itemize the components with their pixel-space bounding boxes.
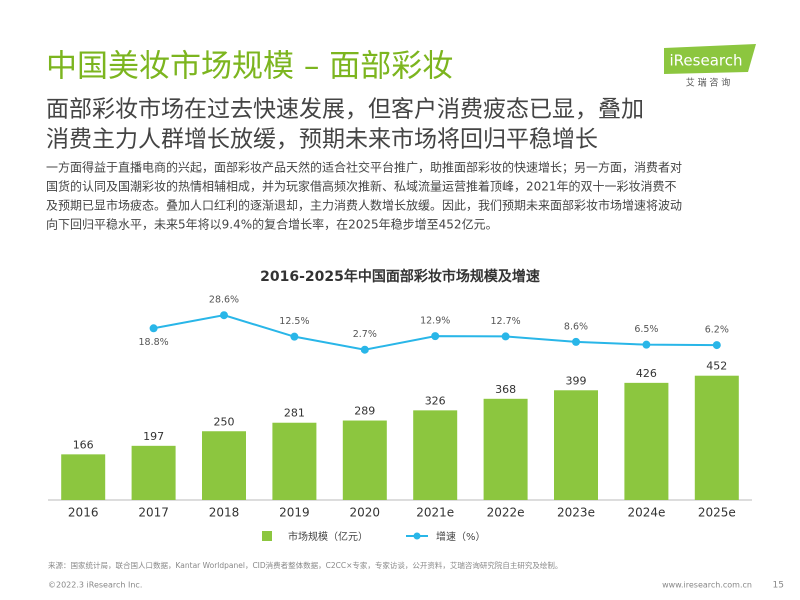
bar-label: 452 xyxy=(706,360,727,373)
growth-label: 8.6% xyxy=(564,321,588,332)
bar xyxy=(554,390,598,500)
subtitle-line: 面部彩妆市场在过去快速发展，但客户消费疲态已显，叠加 xyxy=(46,97,644,123)
bar-label: 399 xyxy=(566,374,587,387)
body-line: 及预期已显市场疲态。叠加人口红利的逐渐退却，主力消费人数增长放缓。因此，我们预期… xyxy=(46,198,682,213)
x-tick-label: 2017 xyxy=(138,506,169,520)
x-tick-label: 2025e xyxy=(698,506,736,520)
bar xyxy=(61,454,106,500)
body-line: 一方面得益于直播电商的兴起，面部彩妆产品天然的适合社交平台推广，助推面部彩妆的快… xyxy=(46,160,682,175)
growth-point xyxy=(431,332,440,341)
bar xyxy=(131,445,176,500)
subtitle-line: 消费主力人群增长放缓，预期未来市场将回归平稳增长 xyxy=(46,127,598,153)
slide-title: 中国美妆市场规模 – 面部彩妆 xyxy=(46,49,453,85)
x-tick-label: 2018 xyxy=(209,506,240,520)
bar xyxy=(624,382,669,500)
growth-label: 18.8% xyxy=(139,337,169,348)
bar-label: 368 xyxy=(495,383,516,396)
legend-swatch xyxy=(262,531,272,541)
legend-dot xyxy=(413,532,421,540)
bar xyxy=(694,375,739,500)
bar xyxy=(483,398,528,500)
growth-point xyxy=(220,311,228,320)
x-tick-label: 2023e xyxy=(557,506,595,520)
growth-label: 6.5% xyxy=(634,324,658,335)
growth-point xyxy=(290,332,299,341)
chart-title: 2016-2025年中国面部彩妆市场规模及增速 xyxy=(260,268,540,285)
growth-label: 2.7% xyxy=(353,329,377,340)
growth-point xyxy=(642,340,651,349)
growth-label: 6.2% xyxy=(705,325,729,336)
body-line: 向下回归平稳水平，未来5年将以9.4%的复合增长率，在2025年稳步增至452亿… xyxy=(46,217,498,232)
body-text: 一方面得益于直播电商的兴起，面部彩妆产品天然的适合社交平台推广，助推面部彩妆的快… xyxy=(46,160,682,232)
logo-shape xyxy=(664,44,756,74)
x-tick-label: 2016 xyxy=(68,506,99,520)
growth-label: 28.6% xyxy=(209,295,239,306)
bar xyxy=(413,410,458,500)
x-tick-label: 2022e xyxy=(487,506,525,520)
source: 来源：国家统计局，联合国人口数据，Kantar Worldpanel，CID消费… xyxy=(48,560,562,570)
legend-label: 增速（%） xyxy=(436,530,486,543)
x-tick-label: 2024e xyxy=(627,506,665,520)
bar-label: 250 xyxy=(214,415,235,428)
body-line: 国货的认同及国潮彩妆的热情相辅相成，并为玩家借高频次推新、私域流量运营推着顶峰，… xyxy=(46,179,677,194)
bar xyxy=(202,431,246,500)
bar-label: 197 xyxy=(143,430,164,443)
growth-label: 12.5% xyxy=(279,316,309,327)
bar xyxy=(272,422,317,500)
growth-point xyxy=(572,337,580,346)
bar-label: 426 xyxy=(636,367,657,380)
bar xyxy=(342,420,387,500)
bar-label: 326 xyxy=(425,394,446,407)
growth-point xyxy=(149,324,158,333)
growth-point xyxy=(712,341,721,350)
legend-label: 市场规模（亿元） xyxy=(288,530,368,543)
logo-sub: 艾 瑞 咨 询 xyxy=(686,77,731,89)
page-number: 15 xyxy=(773,581,784,591)
bar-label: 289 xyxy=(354,405,375,418)
copyright: ©2022.3 iResearch Inc. xyxy=(48,581,142,590)
url: www.iresearch.com.cn xyxy=(662,581,752,590)
x-tick-label: 2020 xyxy=(350,506,381,520)
logo: iResearch xyxy=(670,52,743,70)
growth-point xyxy=(360,345,369,354)
growth-label: 12.7% xyxy=(491,316,521,327)
growth-point xyxy=(501,332,510,341)
x-tick-label: 2021e xyxy=(416,506,454,520)
bar-label: 281 xyxy=(284,407,305,420)
x-tick-label: 2019 xyxy=(279,506,310,520)
bar-label: 166 xyxy=(73,438,94,451)
growth-label: 12.9% xyxy=(420,316,450,327)
